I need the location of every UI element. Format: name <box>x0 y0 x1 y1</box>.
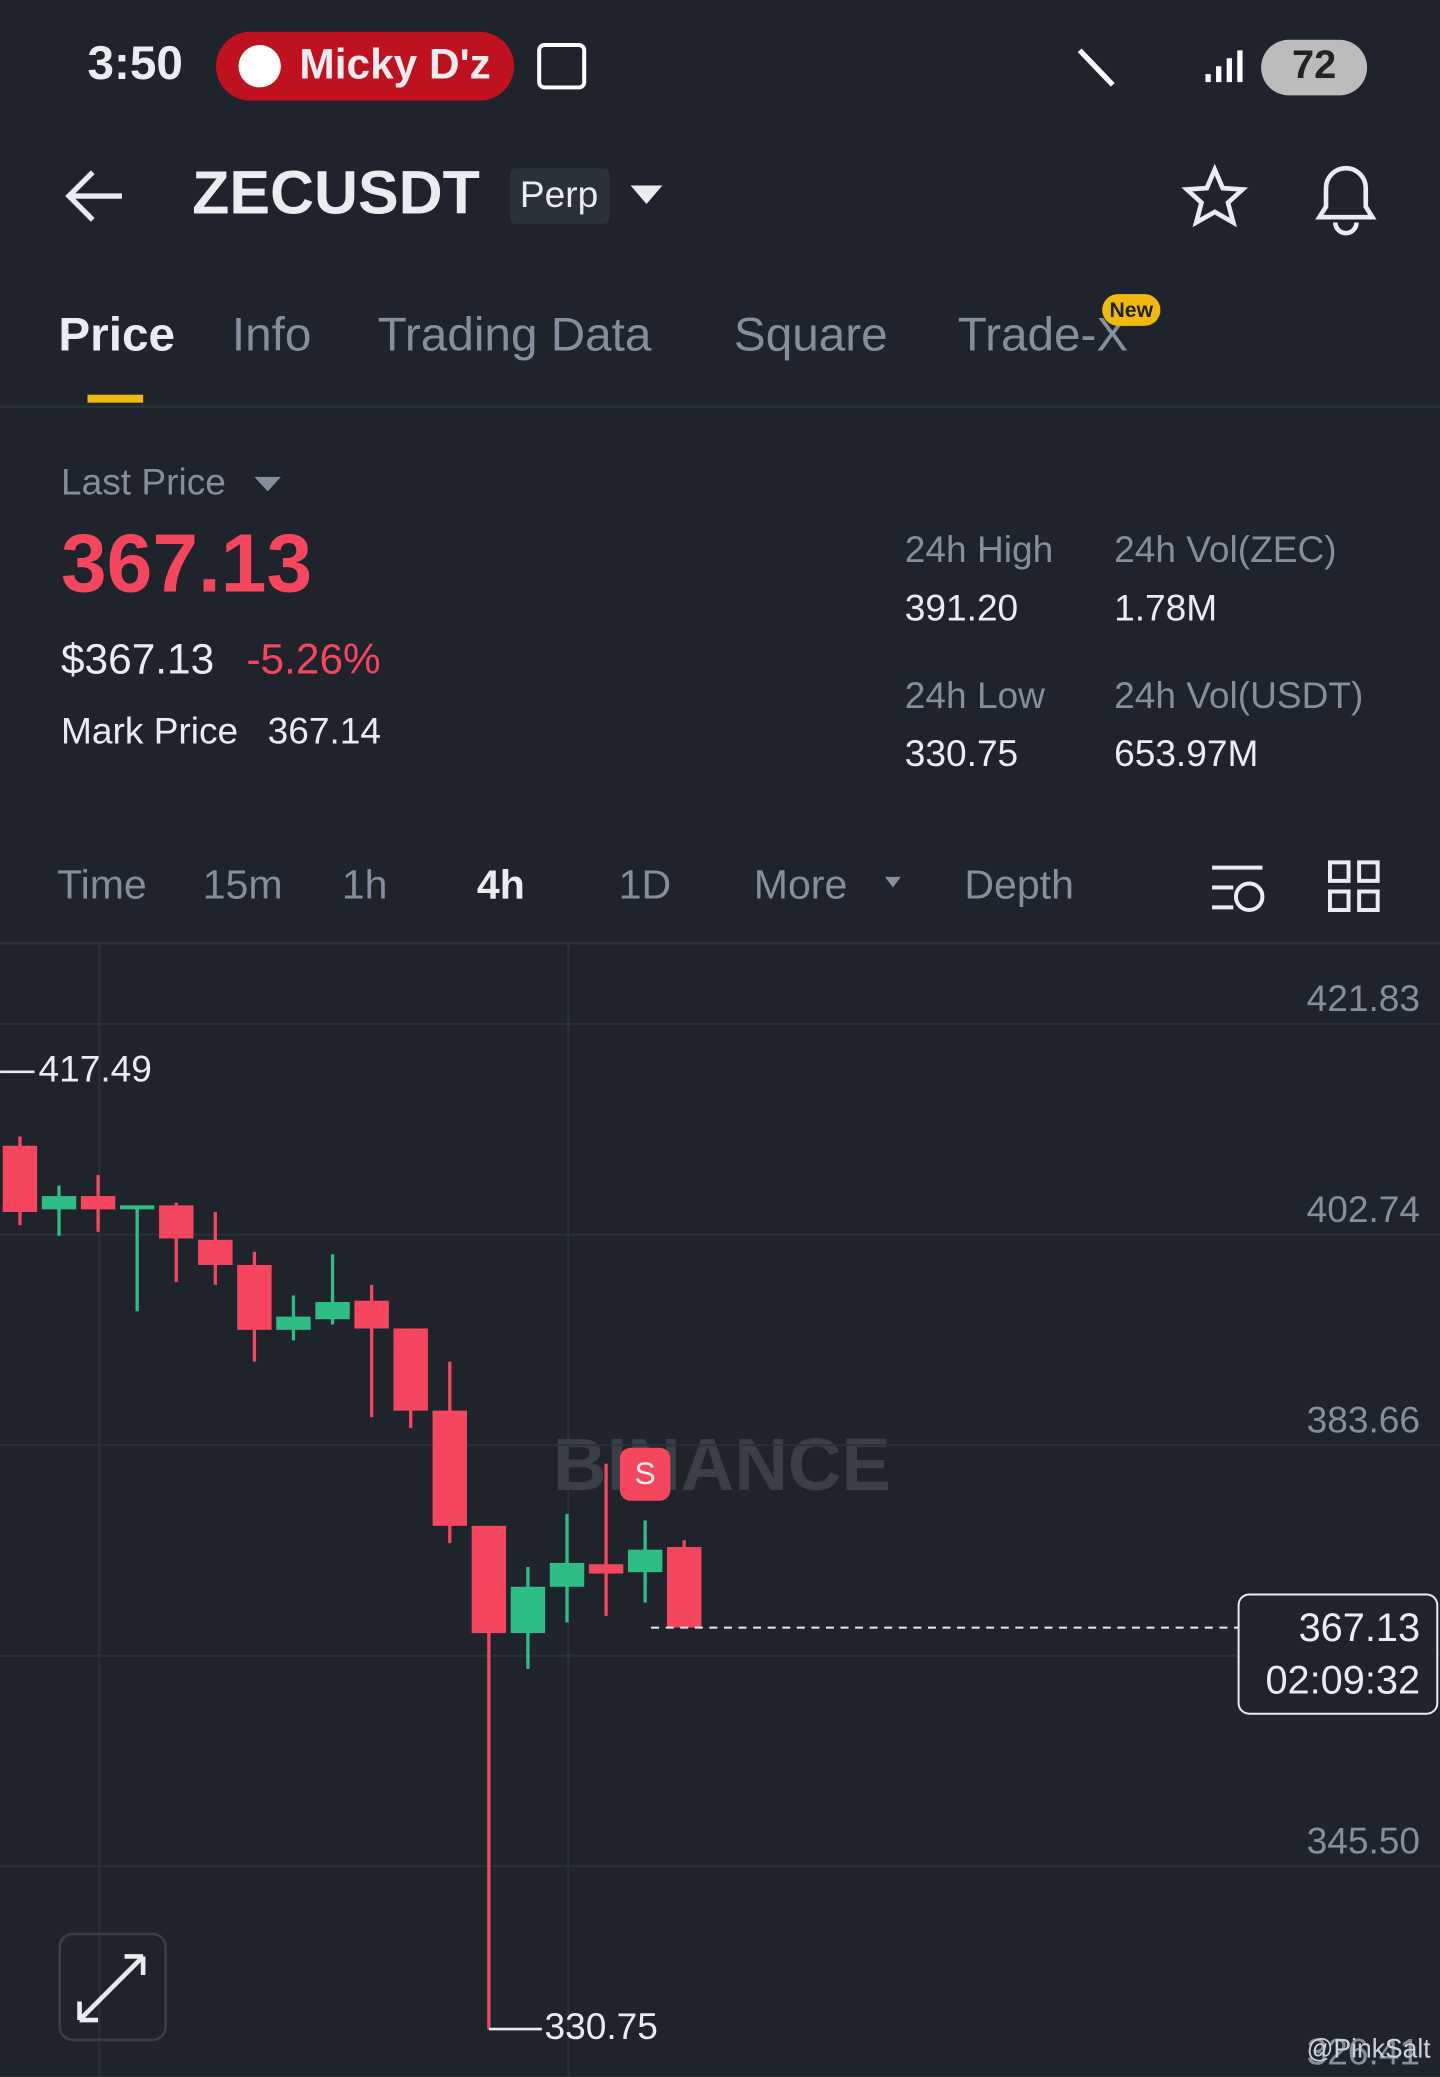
stat-label: 24h Vol(USDT) <box>1114 674 1363 716</box>
battery-level: 72 <box>1292 43 1336 87</box>
media-pill <box>215 31 515 101</box>
candle-body <box>198 1239 233 1265</box>
y-tick-label: 326.41 <box>1307 2030 1420 2072</box>
interval[interactable]: 1D <box>619 861 671 907</box>
usd-price: $367.13 <box>61 635 214 682</box>
candle-body <box>549 1562 585 1587</box>
indicator-button[interactable] <box>1212 865 1263 910</box>
new-badge <box>1102 294 1161 326</box>
countdown: 02:09:32 <box>1265 1659 1420 1703</box>
stat-label: 24h Vol(ZEC) <box>1114 528 1337 570</box>
watermark: BINANCE <box>553 1423 891 1506</box>
current-price-box <box>1237 1593 1439 1715</box>
tab[interactable]: Trading Data <box>378 308 652 361</box>
signal-icon <box>1205 50 1243 83</box>
stat-label: 24h High <box>905 528 1053 570</box>
battery <box>1261 39 1368 96</box>
credit: @PinkSalt <box>1307 2034 1432 2064</box>
candle-body <box>41 1196 77 1210</box>
interval[interactable]: Depth <box>964 861 1074 907</box>
last-price-dropdown[interactable] <box>254 476 281 492</box>
candle-body <box>471 1525 507 1634</box>
candle-body <box>315 1302 350 1320</box>
layout-button[interactable] <box>1327 860 1380 912</box>
candle-body <box>276 1316 311 1330</box>
fullscreen-icon <box>77 1954 146 2023</box>
clock: 3:50 <box>87 37 182 90</box>
tab[interactable]: Info <box>232 308 312 361</box>
perp-tag <box>510 168 610 224</box>
perp-label: Perp <box>520 173 598 215</box>
interval[interactable]: Time <box>57 861 147 907</box>
active-tab-indicator <box>87 394 144 403</box>
favorite-button[interactable] <box>1181 163 1249 228</box>
signal-marker[interactable] <box>619 1447 671 1501</box>
stat-value: 330.75 <box>905 732 1018 774</box>
back-button[interactable] <box>65 170 122 222</box>
signal-label: S <box>635 1455 656 1491</box>
candle-body <box>627 1549 663 1573</box>
screenshot-icon <box>537 43 587 90</box>
candle-body <box>588 1564 624 1574</box>
fullscreen-button[interactable] <box>58 1932 167 2042</box>
tab[interactable]: Price <box>58 308 175 361</box>
interval[interactable]: 1h <box>342 861 388 907</box>
interval[interactable]: 15m <box>203 861 283 907</box>
candle-body <box>159 1205 194 1239</box>
mute-icon <box>1077 48 1115 87</box>
last-price-label[interactable]: Last Price <box>61 461 226 503</box>
tab[interactable]: Trade-X <box>958 308 1128 361</box>
candle-body <box>119 1205 155 1210</box>
candle-body <box>510 1586 546 1634</box>
stat-value: 1.78M <box>1114 586 1217 628</box>
stat-value: 391.20 <box>905 586 1018 628</box>
alert-button[interactable] <box>1315 165 1377 236</box>
candle-body <box>393 1328 428 1411</box>
candle-body <box>237 1264 272 1330</box>
mark-price: 367.14 <box>268 710 381 752</box>
interval[interactable]: 4h <box>477 861 525 907</box>
spotify-icon <box>238 45 281 88</box>
price-change: -5.26% <box>246 635 380 682</box>
high-marker-label: 417.49 <box>38 1048 151 1090</box>
y-tick-label: 345.50 <box>1307 1820 1420 1862</box>
candle-body <box>354 1300 389 1329</box>
candle-body <box>80 1196 116 1210</box>
tab[interactable]: Square <box>734 308 888 361</box>
indicator-gear <box>1233 881 1265 912</box>
symbol[interactable]: ZECUSDT <box>192 158 480 226</box>
y-tick-label: 383.66 <box>1307 1398 1420 1440</box>
symbol-dropdown[interactable] <box>630 185 663 204</box>
candle-body <box>432 1410 467 1526</box>
stat-label: 24h Low <box>905 674 1045 716</box>
media-title: Micky D'z <box>299 41 490 88</box>
mark-price-label: Mark Price <box>61 710 238 752</box>
current-price: 367.13 <box>1299 1606 1420 1650</box>
stat-value: 653.97M <box>1114 732 1258 774</box>
interval[interactable]: More <box>754 861 848 907</box>
y-tick-label: 402.74 <box>1307 1188 1420 1230</box>
new-badge-label: New <box>1110 299 1154 322</box>
last-price: 367.13 <box>61 518 312 609</box>
low-marker-label: 330.75 <box>544 2005 657 2047</box>
candle-body <box>667 1547 702 1628</box>
y-tick-label: 421.83 <box>1307 977 1420 1019</box>
candle-body <box>2 1145 38 1212</box>
more-dropdown[interactable] <box>884 876 901 888</box>
